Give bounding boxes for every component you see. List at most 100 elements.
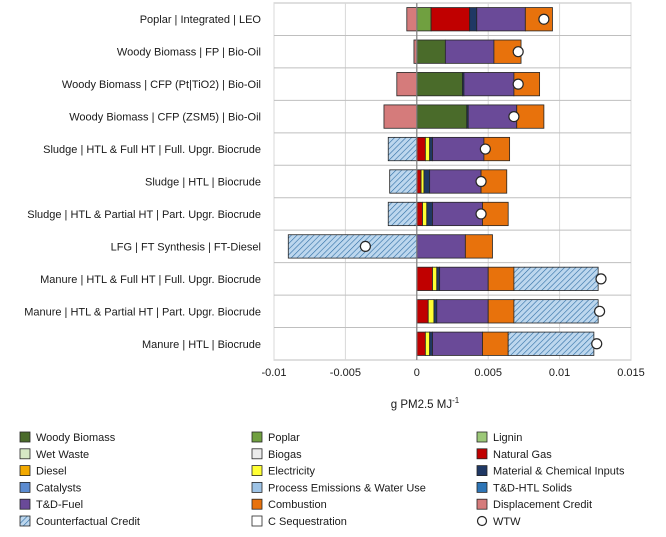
legend-swatch — [19, 448, 31, 460]
legend-swatch — [476, 465, 488, 477]
legend-label: Counterfactual Credit — [36, 516, 140, 528]
bar-natural-gas — [416, 266, 433, 291]
legend-swatch — [19, 465, 31, 477]
category-label: Woody Biomass | CFP (ZSM5) | Bio-Oil — [69, 112, 261, 124]
legend-item-process-emissions-water-use: Process Emissions & Water Use — [251, 481, 426, 494]
bar-electricity — [420, 169, 425, 194]
bar-t-d-fuel — [444, 39, 495, 64]
legend-swatch — [251, 515, 263, 527]
x-tick-label: -0.01 — [261, 367, 286, 379]
legend-label: Electricity — [268, 466, 316, 478]
legend-item-displacement-credit: Displacement Credit — [476, 498, 592, 511]
bar-natural-gas — [416, 299, 429, 324]
bar-counterfactual-credit — [387, 201, 418, 227]
legend-swatch — [19, 431, 31, 443]
legend-label: T&D-HTL Solids — [493, 482, 573, 494]
legend-item-combustion: Combustion — [251, 498, 327, 511]
bar-counterfactual-credit — [513, 266, 599, 291]
legend-label: Poplar — [268, 432, 300, 444]
bar-material-chemical-inputs — [429, 136, 433, 162]
category-label: Poplar | Integrated | LEO — [140, 14, 262, 26]
legend-label: Wet Waste — [36, 449, 89, 461]
bar-natural-gas — [430, 7, 471, 32]
legend-swatch — [251, 498, 263, 510]
category-label: Manure | HTL & Partial HT | Part. Upgr. … — [24, 306, 261, 318]
bar-displacement-credit — [396, 72, 418, 97]
x-tick-label: 0.005 — [474, 367, 502, 379]
legend-item-catalysts: Catalysts — [19, 481, 82, 494]
legend-swatch — [476, 498, 488, 510]
legend-label: Combustion — [268, 499, 327, 511]
wtw-point — [593, 305, 606, 317]
legend-label: Process Emissions & Water Use — [268, 482, 426, 494]
legend-swatch — [19, 481, 31, 493]
wtw-markers — [359, 13, 607, 350]
bar-poplar — [416, 7, 432, 32]
legend-item-t-d-htl-solids: T&D-HTL Solids — [476, 481, 573, 494]
bar-t-d-fuel — [429, 169, 482, 194]
category-label: Manure | HTL | Biocrude — [142, 339, 261, 351]
bar-natural-gas — [416, 136, 426, 162]
wtw-point — [475, 208, 487, 220]
bar-t-d-fuel — [436, 299, 489, 324]
bar-t-d-fuel — [432, 136, 485, 162]
category-label: Sludge | HTL & Partial HT | Part. Upgr. … — [27, 209, 261, 221]
bar-material-chemical-inputs — [469, 7, 478, 32]
bar-woody-biomass — [416, 104, 468, 129]
bar-counterfactual-credit — [287, 234, 418, 259]
wtw-point — [512, 46, 524, 58]
bar-combustion — [516, 104, 545, 129]
legend-label: T&D-Fuel — [36, 499, 83, 511]
x-tick-label: -0.005 — [330, 367, 361, 379]
bar-material-chemical-inputs — [433, 299, 438, 324]
wtw-point — [591, 338, 603, 350]
legend-swatch — [476, 431, 488, 443]
bars — [287, 7, 599, 356]
legend-label: Biogas — [268, 449, 302, 461]
category-label: Sludge | HTL & Full HT | Full. Upgr. Bio… — [43, 144, 261, 156]
legend-item-natural-gas: Natural Gas — [476, 448, 552, 461]
legend-item-wtw: WTW — [476, 515, 521, 528]
wtw-point — [479, 143, 491, 155]
bar-electricity — [422, 201, 428, 227]
bar-combustion — [482, 331, 509, 356]
legend-swatch — [251, 448, 263, 460]
legend-item-counterfactual-credit: Counterfactual Credit — [19, 515, 140, 528]
legend-swatch — [476, 515, 488, 527]
category-label: Manure | HTL & Full HT | Full. Upgr. Bio… — [40, 274, 261, 286]
legend: Woody Biomass Poplar Lignin Wet Waste Biogas… — [19, 431, 625, 528]
legend-item-lignin: Lignin — [476, 431, 522, 444]
legend-item-biogas: Biogas — [251, 448, 302, 461]
bar-combustion — [464, 234, 493, 259]
wtw-point — [359, 240, 371, 253]
legend-swatch — [19, 498, 31, 510]
category-label: Woody Biomass | CFP (Pt|TiO2) | Bio-Oil — [62, 79, 261, 91]
legend-item-woody-biomass: Woody Biomass — [19, 431, 116, 444]
legend-item-c-sequestration: C Sequestration — [251, 515, 347, 528]
bar-counterfactual-credit — [513, 299, 599, 324]
bar-natural-gas — [416, 169, 422, 194]
x-tick-label: 0.01 — [549, 367, 570, 379]
bar-natural-gas — [416, 201, 423, 227]
category-label: LFG | FT Synthesis | FT-Diesel — [111, 241, 261, 253]
bar-counterfactual-credit — [387, 136, 418, 162]
legend-item-poplar: Poplar — [251, 431, 300, 444]
x-tick-label: 0 — [414, 367, 420, 379]
category-labels: Poplar | Integrated | LEO Woody Biomass |… — [24, 14, 261, 351]
bar-combustion — [487, 299, 515, 324]
bar-displacement-credit — [383, 104, 418, 129]
wtw-point — [538, 13, 550, 25]
legend-item-material-chemical-inputs: Material & Chemical Inputs — [476, 465, 625, 478]
bar-t-d-fuel — [439, 266, 489, 291]
legend-label: Diesel — [36, 466, 67, 478]
bar-material-chemical-inputs — [436, 266, 441, 291]
legend-swatch — [251, 431, 263, 443]
bar-woody-biomass — [416, 39, 446, 64]
legend-swatch — [476, 481, 488, 493]
category-label: Sludge | HTL | Biocrude — [145, 177, 261, 189]
legend-item-electricity: Electricity — [251, 465, 316, 478]
bar-t-d-fuel — [432, 201, 483, 227]
category-label: Woody Biomass | FP | Bio-Oil — [117, 47, 261, 59]
legend-label: Natural Gas — [493, 449, 552, 461]
